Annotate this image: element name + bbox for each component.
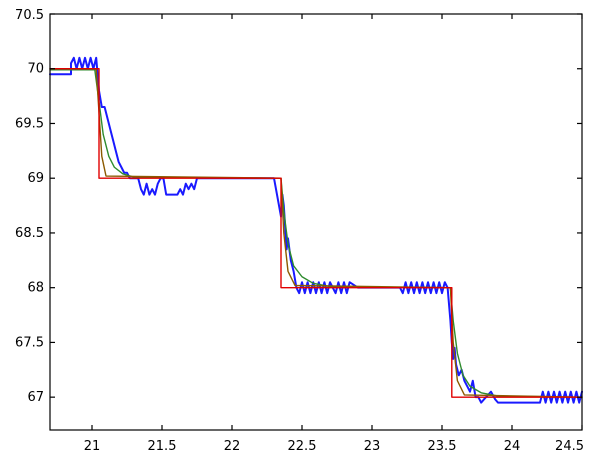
x-tick-label: 23.5: [428, 439, 457, 454]
y-tick-label: 68: [27, 281, 44, 296]
y-tick-label: 70.5: [15, 8, 44, 23]
x-tick-label: 24.5: [555, 439, 584, 454]
x-axis-tick-labels: 21 21.5 22 22.5 23 23.5 24 24.5: [84, 439, 584, 454]
series-line-4: [49, 68, 583, 398]
y-axis-ticks: [50, 13, 582, 398]
x-tick-label: 21.5: [148, 439, 177, 454]
y-axis-tick-labels: 67 67.5 68 68.5 69 69.5 70 70.5: [15, 8, 44, 405]
x-tick-label: 23: [364, 439, 381, 454]
x-axis-ticks: [91, 14, 583, 430]
y-tick-label: 67: [27, 390, 44, 405]
series-line-2: [49, 69, 583, 398]
x-tick-label: 22: [224, 439, 241, 454]
series-layer: [49, 56, 583, 404]
plot-frame: [49, 13, 583, 431]
y-tick-label: 70: [27, 62, 44, 77]
y-tick-label: 69.5: [15, 116, 44, 131]
y-tick-label: 68.5: [15, 226, 44, 241]
x-tick-label: 24: [504, 439, 521, 454]
x-tick-label: 21: [84, 439, 101, 454]
y-tick-label: 69: [27, 171, 44, 186]
y-tick-label: 67.5: [15, 335, 44, 350]
x-tick-label: 22.5: [288, 439, 317, 454]
